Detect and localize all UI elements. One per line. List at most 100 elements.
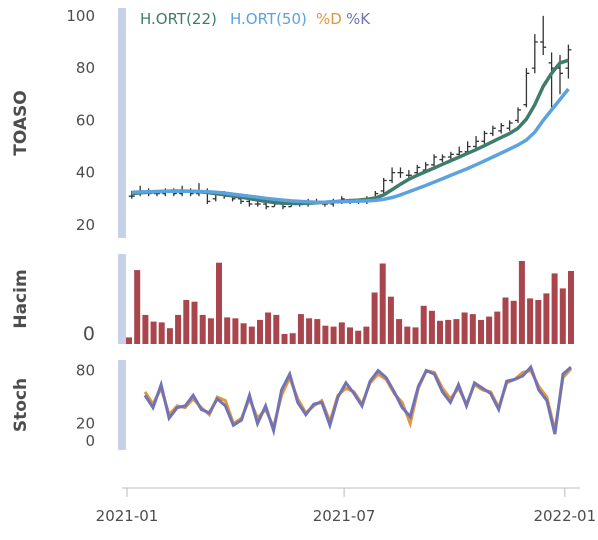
volume-bar [568,271,574,344]
volume-bar [445,319,452,344]
volume-bar [175,314,182,344]
volume-bars [126,261,574,345]
volume-bar [281,334,288,344]
volume-bar [437,320,443,344]
volume-bar [257,319,263,344]
price-tick-label: 100 [66,7,95,25]
legend-sma22[interactable]: H.ORT(22) [140,10,217,28]
candle [481,130,488,144]
price-y-ticks: 20 40 60 80 100 [66,7,95,234]
volume-bar [142,314,149,344]
volume-bar [396,319,403,344]
volume-bar [551,273,558,344]
candle [254,201,261,207]
x-tick-label: 2021-01 [96,507,159,525]
volume-bar [502,297,509,344]
sma22-line [131,58,569,206]
legend-sma50[interactable]: H.ORT(50) [230,10,307,28]
volume-bar [248,326,255,344]
candle [431,154,438,168]
volume-bar [322,325,329,344]
price-range-bar [118,8,126,238]
volume-bar [412,327,419,344]
price-tick-label: 40 [76,164,95,182]
price-tick-label: 80 [76,59,95,77]
volume-bar [126,337,132,344]
candle [540,15,547,56]
volume-bar [387,296,394,344]
volume-bar [347,327,353,344]
price-axis-title: TOASO [11,90,31,155]
volume-bar [150,321,157,344]
volume-bar [494,311,501,344]
x-ticks: 2021-01 2021-07 2022-01 [96,488,596,525]
volume-bar [478,319,484,344]
volume-bar [510,300,517,344]
volume-range-bar [118,254,126,344]
volume-bar [338,322,345,344]
candle [515,107,522,123]
candle [195,183,202,197]
price-panel: TOASO 20 40 60 80 100 [11,7,572,238]
volume-bar [314,319,321,344]
volume-bar [273,314,280,344]
volume-bar [240,323,247,345]
candle [498,123,505,134]
volume-bar [404,326,411,344]
candle [389,167,396,184]
volume-axis-title: Hacim [11,269,31,328]
volume-bar [355,330,362,344]
candle [380,177,387,194]
stoch-tick-label: 80 [76,362,95,380]
volume-bar [543,293,550,344]
volume-bar [461,312,468,344]
x-tick-label: 2022-01 [533,507,596,525]
volume-panel: Hacim 0 [11,254,574,345]
volume-bar [420,305,427,344]
pct-k-line [143,364,572,437]
volume-bar [232,318,239,344]
volume-bar [518,261,525,344]
volume-bar [207,318,214,344]
volume-bar [559,288,566,344]
volume-bar [453,319,460,344]
price-tick-label: 60 [76,111,95,129]
candles [128,15,572,210]
volume-y-ticks: 0 [83,323,95,345]
volume-bar [527,298,534,344]
stoch-tick-label: 0 [85,432,95,450]
volume-bar [289,333,296,344]
legend[interactable]: H.ORT(22) H.ORT(50) %D %K [140,10,371,28]
volume-bar [265,312,272,344]
volume-bar [371,292,378,344]
stoch-panel: Stoch 020 80 [11,360,573,451]
candle [447,151,454,160]
candle [397,167,404,178]
volume-bar [469,314,476,344]
volume-bar [199,314,206,344]
candle [506,120,513,131]
candle [523,68,530,108]
legend-pct-d[interactable]: %D [316,10,342,28]
x-tick-label: 2021-07 [313,507,376,525]
volume-bar [158,322,165,344]
volume-bar [191,301,198,344]
x-axis: 2021-01 2021-07 2022-01 [96,487,596,525]
legend-pct-k[interactable]: %K [346,10,371,28]
stoch-range-bar [118,360,126,450]
volume-bar [166,328,173,344]
candle [489,125,496,137]
candle [439,154,446,163]
volume-bar [330,326,337,344]
volume-bar [224,317,231,344]
volume-bar [379,263,386,344]
volume-bar [363,326,370,344]
volume-bar [306,318,313,344]
volume-bar [486,316,493,344]
volume-bar [428,310,435,344]
volume-bar [183,300,190,344]
stoch-y-ticks: 020 80 [76,362,95,451]
volume-tick-label: 0 [83,323,95,345]
candle [473,136,480,150]
